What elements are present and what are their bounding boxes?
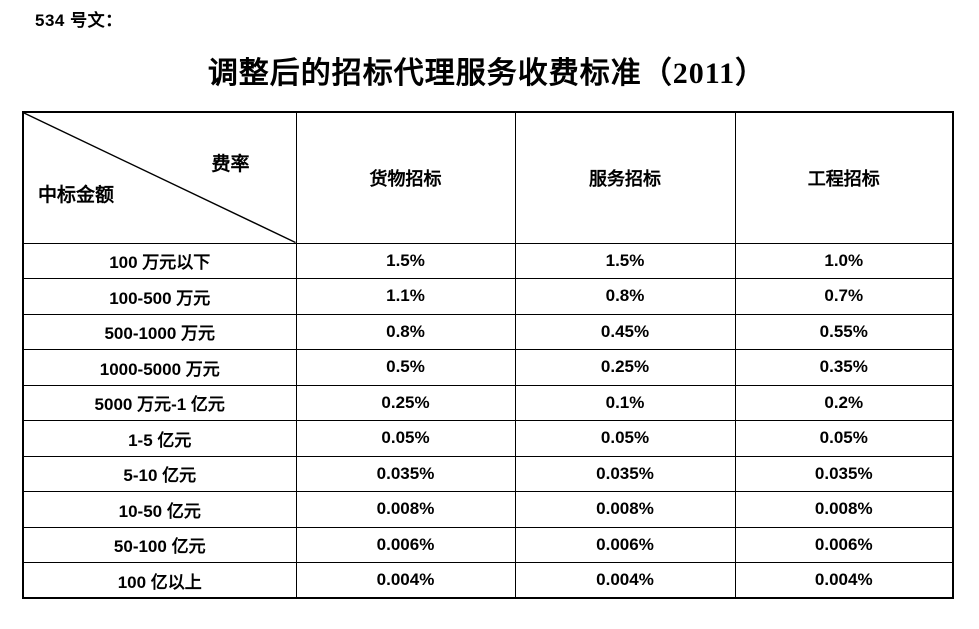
cell-service-rate: 0.45% — [514, 313, 736, 350]
corner-label-bid-amount: 中标金额 — [38, 184, 115, 206]
cell-goods-rate: 0.8% — [295, 313, 516, 350]
table-row: 500-1000 万元 0.8% 0.45% 0.55% — [22, 313, 954, 350]
row-label-amount: 100 万元以下 — [22, 242, 297, 279]
row-label-amount: 1-5 亿元 — [22, 420, 297, 457]
table-row: 1-5 亿元 0.05% 0.05% 0.05% — [22, 420, 954, 457]
table-row: 10-50 亿元 0.008% 0.008% 0.008% — [22, 491, 954, 528]
row-label-amount: 500-1000 万元 — [22, 313, 297, 350]
table-row: 1000-5000 万元 0.5% 0.25% 0.35% — [22, 349, 954, 386]
cell-goods-rate: 0.008% — [295, 491, 516, 528]
cell-service-rate: 0.004% — [514, 562, 736, 599]
corner-label-rate: 费率 — [211, 154, 250, 175]
cell-service-rate: 0.1% — [514, 384, 736, 421]
doc-reference: 534 号文： — [35, 11, 123, 30]
column-header-service-bidding: 服务招标 — [514, 111, 736, 244]
column-header-goods-bidding: 货物招标 — [295, 111, 516, 244]
column-header-engineering-bidding: 工程招标 — [734, 111, 954, 244]
table-row: 100 亿以上 0.004% 0.004% 0.004% — [22, 562, 954, 599]
cell-engineering-rate: 0.006% — [734, 526, 954, 563]
table-row: 100-500 万元 1.1% 0.8% 0.7% — [22, 278, 954, 315]
table-row: 50-100 亿元 0.006% 0.006% 0.006% — [22, 526, 954, 563]
table-row: 5-10 亿元 0.035% 0.035% 0.035% — [22, 455, 954, 492]
cell-goods-rate: 0.5% — [295, 349, 516, 386]
cell-engineering-rate: 0.55% — [734, 313, 954, 350]
cell-engineering-rate: 0.008% — [734, 491, 954, 528]
page-title: 调整后的招标代理服务收费标准（2011） — [207, 57, 767, 90]
header-row: 费率 中标金额 货物招标 服务招标 工程招标 — [22, 111, 954, 244]
cell-service-rate: 0.25% — [514, 349, 736, 386]
cell-engineering-rate: 0.05% — [734, 420, 954, 457]
corner-header-cell: 费率 中标金额 — [22, 111, 297, 244]
cell-goods-rate: 0.035% — [295, 455, 516, 492]
row-label-amount: 1000-5000 万元 — [22, 349, 297, 386]
row-label-amount: 100-500 万元 — [22, 278, 297, 315]
cell-service-rate: 1.5% — [514, 242, 736, 279]
cell-goods-rate: 0.004% — [295, 562, 516, 599]
cell-engineering-rate: 0.035% — [734, 455, 954, 492]
cell-goods-rate: 0.25% — [295, 384, 516, 421]
row-label-amount: 50-100 亿元 — [22, 526, 297, 563]
row-label-amount: 5000 万元-1 亿元 — [22, 384, 297, 421]
cell-engineering-rate: 0.004% — [734, 562, 954, 599]
cell-goods-rate: 0.006% — [295, 526, 516, 563]
table-row: 5000 万元-1 亿元 0.25% 0.1% 0.2% — [22, 384, 954, 421]
table-row: 100 万元以下 1.5% 1.5% 1.0% — [22, 242, 954, 279]
cell-engineering-rate: 1.0% — [734, 242, 954, 279]
cell-engineering-rate: 0.35% — [734, 349, 954, 386]
cell-service-rate: 0.008% — [514, 491, 736, 528]
cell-service-rate: 0.05% — [514, 420, 736, 457]
fee-standards-table: 费率 中标金额 货物招标 服务招标 工程招标 100 万元以下 1.5% 1.5… — [22, 111, 954, 599]
row-label-amount: 5-10 亿元 — [22, 455, 297, 492]
row-label-amount: 100 亿以上 — [22, 562, 297, 599]
diagonal-divider-line — [24, 113, 296, 243]
cell-service-rate: 0.035% — [514, 455, 736, 492]
row-label-amount: 10-50 亿元 — [22, 491, 297, 528]
cell-goods-rate: 1.5% — [295, 242, 516, 279]
cell-engineering-rate: 0.2% — [734, 384, 954, 421]
cell-goods-rate: 1.1% — [295, 278, 516, 315]
cell-service-rate: 0.006% — [514, 526, 736, 563]
cell-service-rate: 0.8% — [514, 278, 736, 315]
cell-goods-rate: 0.05% — [295, 420, 516, 457]
cell-engineering-rate: 0.7% — [734, 278, 954, 315]
